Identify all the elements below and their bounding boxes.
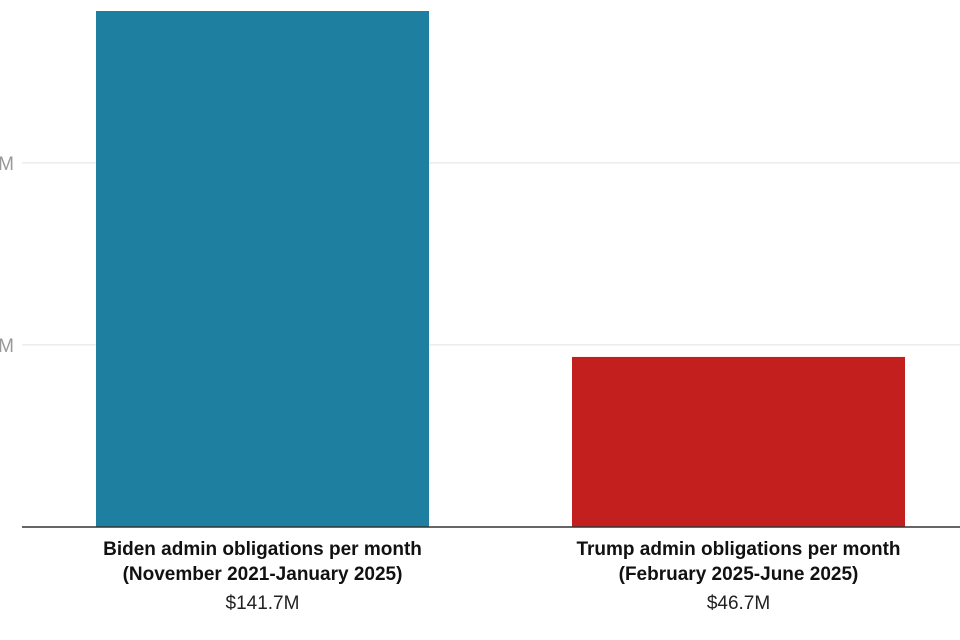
category-label: (February 2025-June 2025) <box>619 564 859 585</box>
category-label: Trump admin obligations per month <box>576 539 900 560</box>
y-tick-label: M <box>0 336 14 357</box>
bars <box>96 11 905 527</box>
category-labels: Biden admin obligations per month (Novemb… <box>103 539 900 614</box>
y-tick-label: M <box>0 154 14 175</box>
bar <box>96 11 429 527</box>
bar <box>572 356 905 527</box>
value-label: $141.7M <box>226 593 300 614</box>
category-label: (November 2021-January 2025) <box>123 564 403 585</box>
category-label: Biden admin obligations per month <box>103 539 422 560</box>
y-axis-tick-labels: MM <box>0 154 14 357</box>
value-label: $46.7M <box>707 593 770 614</box>
